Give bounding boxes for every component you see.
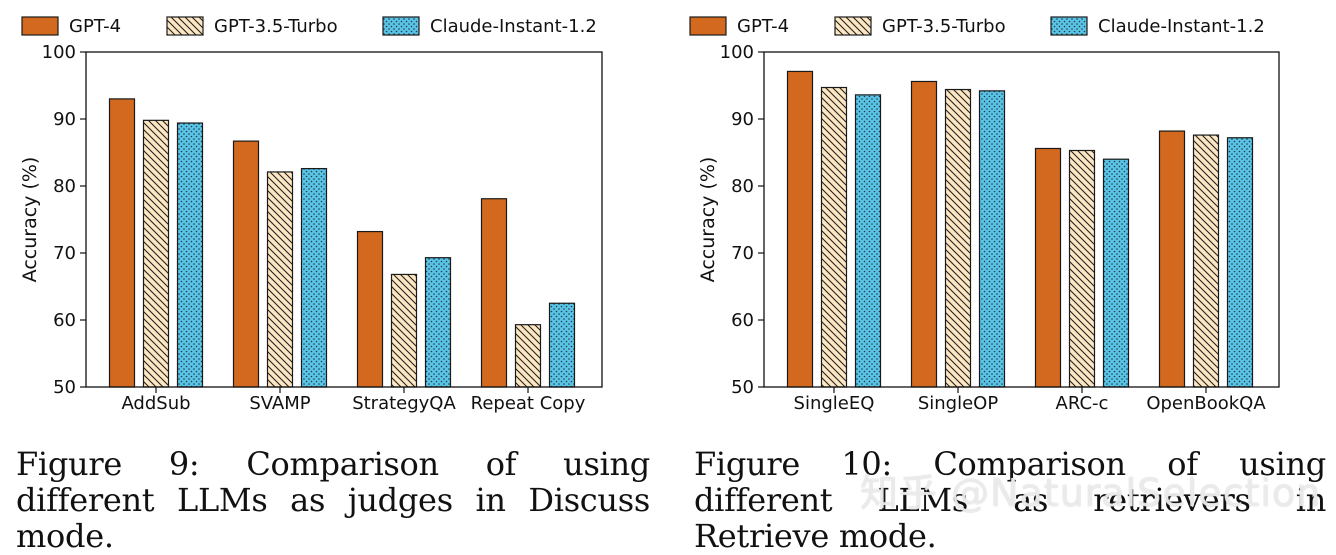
y-tick-label-90: 90 bbox=[53, 109, 76, 130]
y-tick-label-60: 60 bbox=[731, 310, 754, 331]
bar-gpt-4-singleop bbox=[910, 80, 938, 388]
bar-claude-instant-1-2-arc-c bbox=[1102, 158, 1130, 388]
y-tick-label-80: 80 bbox=[731, 176, 754, 197]
y-tick-label-100: 100 bbox=[720, 42, 754, 63]
y-tick-label-50: 50 bbox=[731, 377, 754, 398]
bar-claude-instant-1-2-svamp bbox=[300, 167, 328, 388]
legend-label-claude-instant-1-2: Claude-Instant-1.2 bbox=[1098, 16, 1265, 37]
bar-claude-instant-1-2-singleop bbox=[978, 90, 1006, 388]
legend-swatch-claude-instant-1-2 bbox=[1050, 16, 1088, 36]
legend-label-claude-instant-1-2: Claude-Instant-1.2 bbox=[430, 16, 597, 37]
x-tick-label-strategyqa: StrategyQA bbox=[352, 393, 456, 414]
bar-gpt-4-arc-c bbox=[1034, 147, 1062, 388]
y-tick-label-90: 90 bbox=[731, 109, 754, 130]
chart-retrieve-mode-retrievers: GPT-4 GPT-3.5-Turbo Claude-Instant-1.2 50 60… bbox=[689, 16, 1280, 414]
x-tick-label-arc-c: ARC-c bbox=[1056, 393, 1109, 414]
x-tick-label-singleop: SingleOP bbox=[918, 393, 999, 414]
legend-swatch-gpt-4 bbox=[21, 16, 59, 36]
legend: GPT-4 GPT-3.5-Turbo Claude-Instant-1.2 bbox=[689, 16, 1265, 37]
x-tick-label-openbookqa: OpenBookQA bbox=[1146, 393, 1266, 414]
plot-frame bbox=[763, 51, 1280, 388]
y-tick-label-70: 70 bbox=[53, 243, 76, 264]
figure-10-panel: GPT-4 GPT-3.5-Turbo Claude-Instant-1.2 50 60… bbox=[668, 0, 1336, 554]
bar-claude-instant-1-2-strategyqa bbox=[424, 257, 452, 388]
y-tick-label-80: 80 bbox=[53, 176, 76, 197]
bar-gpt-3-5-turbo-svamp bbox=[266, 171, 294, 388]
legend-label-gpt-3-5-turbo: GPT-3.5-Turbo bbox=[214, 16, 338, 37]
bar-gpt-4-openbookqa bbox=[1158, 130, 1186, 388]
figure-9-panel: GPT-4 GPT-3.5-Turbo Claude-Instant-1.2 50 60… bbox=[0, 0, 668, 554]
bar-gpt-3-5-turbo-addsub bbox=[142, 119, 170, 388]
legend-swatch-gpt-3-5-turbo bbox=[834, 16, 872, 36]
bar-gpt-4-addsub bbox=[108, 98, 136, 388]
bar-claude-instant-1-2-repeat-copy bbox=[548, 302, 576, 388]
figure-10-caption: Figure 10: Comparison of using different… bbox=[694, 445, 1326, 555]
bar-claude-instant-1-2-addsub bbox=[176, 122, 204, 388]
chart-discuss-mode-judges: GPT-4 GPT-3.5-Turbo Claude-Instant-1.2 50 60… bbox=[19, 16, 603, 414]
bar-gpt-4-svamp bbox=[232, 140, 260, 388]
bar-gpt-3-5-turbo-singleeq bbox=[820, 86, 848, 388]
y-axis-label: Accuracy (%) bbox=[19, 157, 41, 283]
bar-gpt-3-5-turbo-repeat-copy bbox=[514, 324, 542, 388]
bar-gpt-4-strategyqa bbox=[356, 230, 384, 388]
figure-9-caption: Figure 9: Comparison of using different … bbox=[16, 445, 650, 555]
plot-frame bbox=[85, 51, 603, 388]
legend-swatch-gpt-4 bbox=[689, 16, 727, 36]
y-tick-label-50: 50 bbox=[53, 377, 76, 398]
y-tick-label-70: 70 bbox=[731, 243, 754, 264]
legend-label-gpt-4: GPT-4 bbox=[69, 16, 121, 37]
y-tick-label-60: 60 bbox=[53, 310, 76, 331]
bar-gpt-3-5-turbo-openbookqa bbox=[1192, 134, 1220, 388]
bar-claude-instant-1-2-openbookqa bbox=[1226, 137, 1254, 388]
bar-claude-instant-1-2-singleeq bbox=[854, 94, 882, 388]
x-tick-label-singleeq: SingleEQ bbox=[794, 393, 875, 414]
bar-gpt-4-repeat-copy bbox=[480, 198, 508, 388]
legend: GPT-4 GPT-3.5-Turbo Claude-Instant-1.2 bbox=[21, 16, 597, 37]
bar-gpt-3-5-turbo-strategyqa bbox=[390, 273, 418, 388]
x-tick-label-addsub: AddSub bbox=[121, 393, 190, 414]
legend-label-gpt-3-5-turbo: GPT-3.5-Turbo bbox=[882, 16, 1006, 37]
bar-gpt-4-singleeq bbox=[786, 70, 814, 388]
legend-label-gpt-4: GPT-4 bbox=[737, 16, 789, 37]
legend-swatch-claude-instant-1-2 bbox=[382, 16, 420, 36]
legend-swatch-gpt-3-5-turbo bbox=[166, 16, 204, 36]
bar-gpt-3-5-turbo-arc-c bbox=[1068, 149, 1096, 388]
y-tick-label-100: 100 bbox=[42, 42, 76, 63]
bar-gpt-3-5-turbo-singleop bbox=[944, 88, 972, 388]
y-axis-label: Accuracy (%) bbox=[697, 157, 719, 283]
x-tick-label-svamp: SVAMP bbox=[249, 393, 310, 414]
x-tick-label-repeat-copy: Repeat Copy bbox=[471, 393, 586, 414]
